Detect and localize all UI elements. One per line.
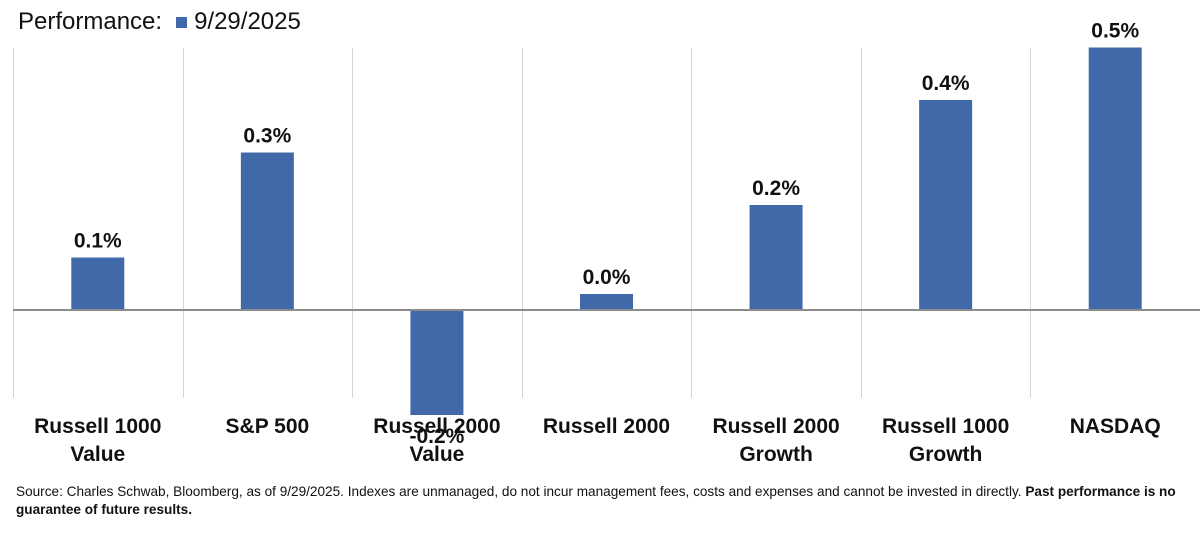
category-label-4-1: Growth	[739, 443, 813, 466]
source-footnote: Source: Charles Schwab, Bloomberg, as of…	[16, 483, 1184, 519]
data-label-5: 0.4%	[922, 72, 970, 95]
legend-swatch	[176, 16, 188, 28]
category-label-1-0: S&P 500	[226, 415, 310, 438]
category-label-4-0: Russell 2000	[712, 415, 839, 438]
data-label-1: 0.3%	[243, 125, 291, 148]
data-label-0: 0.1%	[74, 230, 122, 253]
footnote-text: Source: Charles Schwab, Bloomberg, as of…	[16, 484, 1026, 499]
category-label-3-0: Russell 2000	[543, 415, 670, 438]
category-label-2-0: Russell 2000	[373, 415, 500, 438]
data-label-3: 0.0%	[583, 266, 631, 289]
chart-legend: Performance: 9/29/2025	[18, 6, 301, 38]
data-label-4: 0.2%	[752, 177, 800, 200]
category-label-5-0: Russell 1000	[882, 415, 1009, 438]
data-label-2: -0.2%	[409, 425, 464, 448]
bar-6	[1088, 47, 1142, 310]
data-label-6: 0.5%	[1091, 20, 1139, 43]
legend-series-name: 9/29/2025	[194, 8, 301, 35]
category-label-0-0: Russell 1000	[34, 415, 161, 438]
legend-title: Performance:	[18, 8, 163, 35]
bar-2	[410, 310, 464, 415]
bar-4	[749, 205, 803, 310]
category-label-2-1: Value	[409, 443, 464, 466]
bar-5	[919, 100, 973, 310]
category-label-0-1: Value	[70, 443, 125, 466]
bar-3	[580, 294, 633, 310]
footnote-disclaimer: Past performance is no guarantee of futu…	[16, 484, 1176, 517]
bar-1	[240, 152, 294, 310]
category-label-6-0: NASDAQ	[1070, 415, 1161, 438]
bar-0	[71, 257, 125, 310]
category-label-5-1: Growth	[909, 443, 983, 466]
